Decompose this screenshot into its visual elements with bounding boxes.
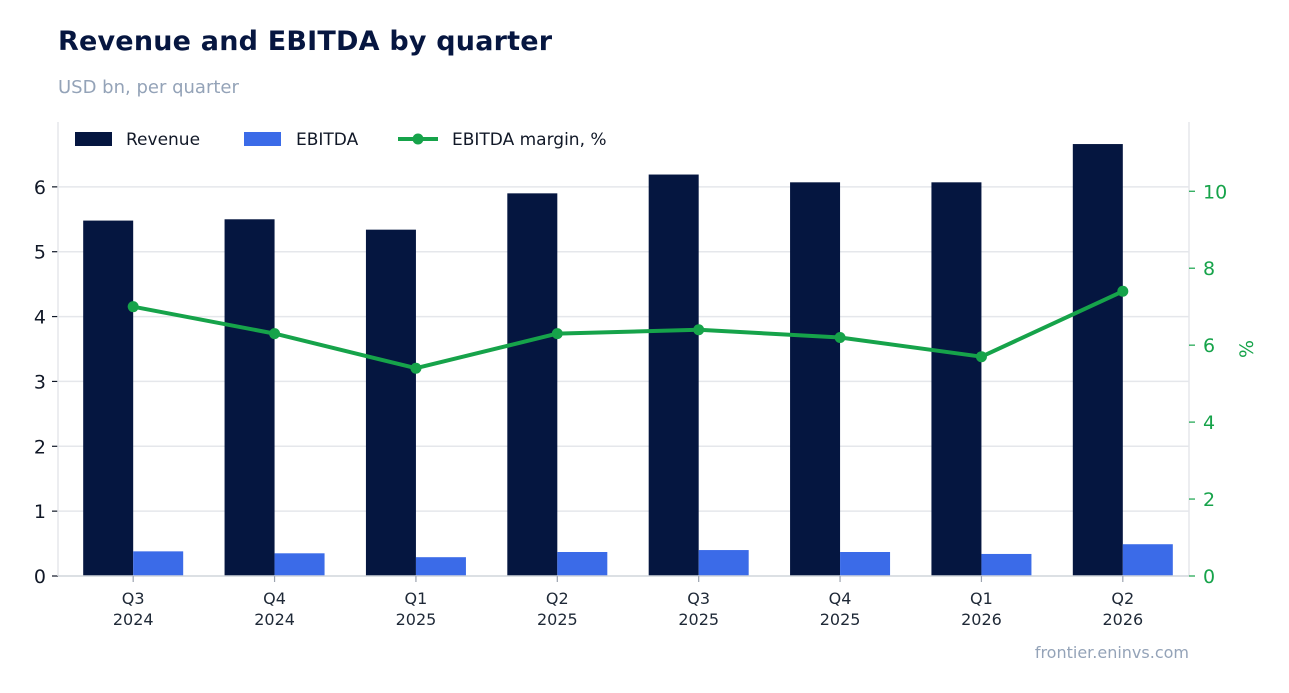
ebitda-bar: [274, 553, 325, 576]
y2-tick-label: 10: [1203, 181, 1227, 203]
x-tick-label-quarter: Q3: [122, 589, 145, 608]
revenue-bar: [1072, 144, 1123, 576]
y2-axis-label: %: [1236, 340, 1258, 358]
margin-point: [1117, 285, 1129, 297]
margin-point: [975, 351, 987, 363]
margin-line-series: [127, 285, 1129, 374]
bar-series: [83, 144, 1173, 577]
x-tick-label-year: 2026: [961, 610, 1002, 629]
margin-point: [127, 301, 139, 313]
y-tick-label: 6: [34, 177, 46, 199]
ebitda-bar: [557, 552, 608, 576]
y2-tick-label: 4: [1203, 412, 1215, 434]
x-tick-label-year: 2025: [820, 610, 861, 629]
margin-point: [269, 328, 281, 340]
revenue-bar: [648, 174, 699, 576]
legend-swatch-ebitda: [244, 132, 281, 146]
source-label: frontier.eninvs.com: [1034, 643, 1189, 662]
legend-label-revenue: Revenue: [126, 130, 200, 150]
ebitda-bar: [698, 550, 749, 576]
x-tick-label-year: 2024: [113, 610, 154, 629]
x-tick-label-quarter: Q4: [263, 589, 286, 608]
x-tick-label-year: 2026: [1102, 610, 1143, 629]
x-tick-label-year: 2025: [396, 610, 437, 629]
x-tick-label-quarter: Q2: [1111, 589, 1134, 608]
margin-line: [132, 289, 1124, 371]
margin-point: [834, 331, 846, 343]
margin-point: [693, 324, 705, 336]
revenue-bar: [365, 229, 416, 577]
y-tick-label: 3: [34, 371, 46, 393]
legend-swatch-revenue: [75, 132, 112, 146]
x-tick-label-quarter: Q4: [829, 589, 852, 608]
x-tick-label-quarter: Q3: [687, 589, 710, 608]
y-tick-label: 2: [34, 436, 46, 458]
margin-point: [551, 328, 563, 340]
revenue-bar: [931, 182, 982, 576]
x-tick-label-year: 2025: [537, 610, 578, 629]
y-tick-label: 1: [34, 501, 46, 523]
revenue-bar: [224, 219, 275, 577]
chart-subtitle: USD bn, per quarter: [58, 77, 239, 98]
ebitda-bar: [133, 551, 184, 576]
ebitda-bar: [1122, 544, 1173, 576]
y2-tick-label: 6: [1203, 335, 1215, 357]
legend-label-ebitda: EBITDA: [296, 130, 359, 150]
revenue-bar: [83, 220, 134, 576]
y2-tick-label: 0: [1203, 566, 1215, 588]
y-tick-label: 5: [34, 242, 46, 264]
x-tick-label-year: 2025: [678, 610, 719, 629]
y-tick-label: 0: [34, 566, 46, 588]
axes: 0 1 2 3 4 5 6 0 2 4 6 8 10% Q3 2024 Q4 2024 Q1 2025 Q2 2025 Q…: [34, 122, 1258, 629]
y2-tick-label: 8: [1203, 258, 1215, 280]
ebitda-bar: [981, 553, 1032, 576]
chart-title: Revenue and EBITDA by quarter: [58, 26, 553, 57]
x-tick-label-quarter: Q1: [405, 589, 428, 608]
revenue-bar: [790, 182, 841, 576]
y-tick-label: 4: [34, 307, 46, 329]
margin-point: [410, 362, 422, 374]
revenue-bar: [507, 193, 558, 577]
legend-marker-margin: [412, 133, 424, 145]
legend: Revenue EBITDA EBITDA margin, %: [75, 130, 607, 150]
ebitda-bar: [415, 557, 466, 576]
x-tick-label-year: 2024: [254, 610, 295, 629]
legend-label-margin: EBITDA margin, %: [452, 130, 607, 150]
x-tick-label-quarter: Q1: [970, 589, 993, 608]
y2-tick-label: 2: [1203, 489, 1215, 511]
x-tick-label-quarter: Q2: [546, 589, 569, 608]
ebitda-bar: [840, 552, 891, 576]
